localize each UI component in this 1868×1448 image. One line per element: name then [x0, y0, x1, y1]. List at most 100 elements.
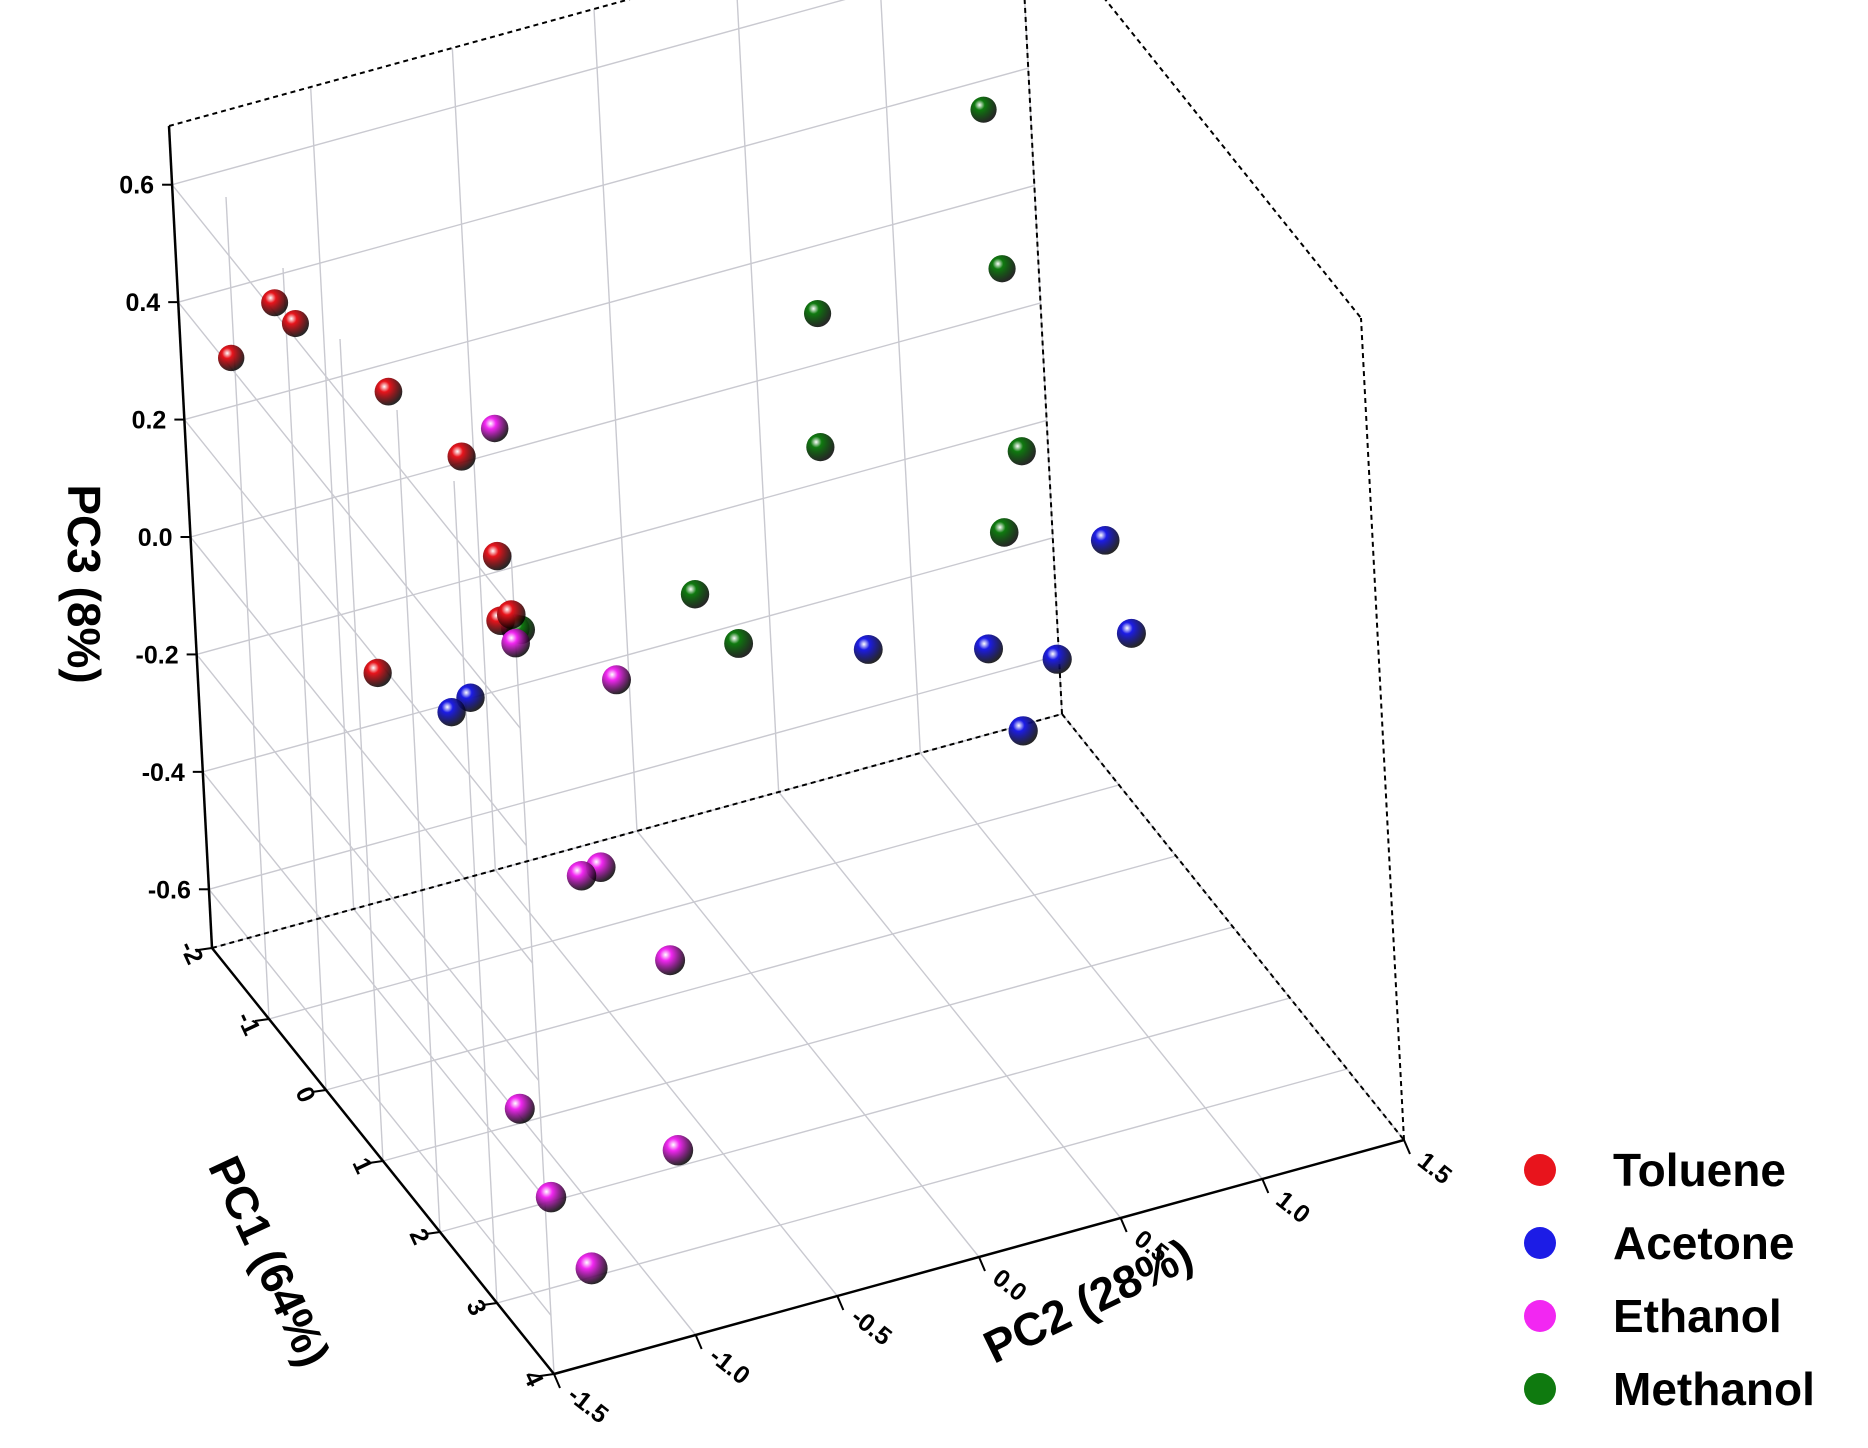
data-points [217, 96, 1146, 1285]
y-tick-mark [1403, 1139, 1411, 1155]
left-wall-grid-line-horizontal [177, 301, 521, 729]
legend-item-toluene: Toluene [1524, 1144, 1786, 1196]
x-tick-label: -2 [174, 937, 209, 969]
y-tick-label: 1.0 [1271, 1186, 1316, 1229]
data-point-toluene [281, 309, 309, 338]
data-point-toluene [447, 442, 476, 471]
right-wall-grid-line-horizontal [202, 537, 1053, 773]
legend-label-ethanol: Ethanol [1613, 1290, 1782, 1342]
y-tick-label: -1.0 [704, 1342, 755, 1391]
x-tick-mark [425, 1231, 441, 1235]
floor-grid-line-pc2 [494, 869, 838, 1297]
top-back-edge [168, 0, 631, 127]
right-wall-grid-line-horizontal [208, 654, 1060, 890]
data-point-acetone [437, 698, 466, 727]
data-point-ethanol [480, 414, 509, 443]
legend-item-methanol: Methanol [1524, 1363, 1815, 1415]
data-point-acetone [1008, 716, 1038, 746]
right-wall-grid-line-vertical [880, 0, 922, 754]
data-point-ethanol [575, 1252, 608, 1285]
x-tick-label: 2 [404, 1224, 435, 1248]
z-tick-label: 0.0 [138, 524, 173, 552]
y-tick-mark [694, 1334, 703, 1350]
right-wall-grid-line-horizontal [190, 302, 1041, 538]
x-tick-label: 3 [461, 1295, 492, 1319]
y-tick-label: -0.5 [846, 1303, 897, 1352]
y-tick-mark [836, 1295, 845, 1311]
data-point-ethanol [602, 665, 631, 695]
z-tick-label: -0.2 [136, 641, 179, 669]
z-tick-label: 0.6 [119, 172, 154, 200]
x-tick-mark [368, 1160, 384, 1164]
x-tick-mark [254, 1018, 270, 1022]
data-point-ethanol [662, 1135, 694, 1166]
right-wall-grid-line-vertical [1023, 0, 1063, 715]
data-point-methanol [806, 433, 835, 462]
data-point-methanol [680, 580, 710, 609]
legend-marker-acetone [1524, 1227, 1556, 1259]
data-point-methanol [989, 518, 1019, 547]
data-point-methanol [1007, 437, 1036, 466]
right-wall-grid-line-horizontal [196, 419, 1047, 656]
data-point-methanol [724, 629, 754, 658]
legend-marker-ethanol [1524, 1300, 1556, 1332]
data-point-acetone [1042, 644, 1072, 674]
right-wall-grid-line-horizontal [184, 184, 1035, 421]
x-tick-label: 1 [347, 1153, 378, 1178]
legend-label-toluene: Toluene [1613, 1144, 1786, 1196]
legend: Toluene Acetone Ethanol Methanol [1524, 1144, 1815, 1415]
left-wall-grid-line-horizontal [196, 653, 540, 1081]
right-corner-edge [1360, 317, 1405, 1141]
data-point-ethanol [655, 945, 686, 976]
data-point-toluene [482, 541, 512, 571]
data-point-toluene [261, 289, 289, 317]
x-tick-mark [197, 947, 213, 951]
left-wall-grid-line-horizontal [208, 888, 552, 1316]
y-tick-mark [1261, 1178, 1270, 1194]
left-wall-grid-line-horizontal [183, 419, 527, 847]
legend-item-acetone: Acetone [1524, 1217, 1794, 1269]
left-wall-grid-line-horizontal [189, 536, 534, 964]
y-tick-label: 0.0 [987, 1264, 1032, 1307]
data-point-acetone [974, 634, 1004, 664]
x-axis-title: PC1 (64%) [198, 1148, 340, 1374]
back-floor-edge [211, 713, 1063, 949]
left-wall-grid-line-horizontal [171, 184, 515, 612]
z-tick-label: 0.2 [132, 407, 167, 435]
data-point-toluene [217, 344, 245, 372]
right-wall-grid-line-vertical [736, 0, 780, 793]
left-wall-grid-line-horizontal [202, 771, 546, 1199]
data-point-toluene [363, 658, 392, 688]
data-point-acetone [1090, 526, 1120, 555]
top-right-edge [1104, 0, 1362, 319]
data-point-acetone [853, 635, 883, 664]
data-point-ethanol [504, 1093, 535, 1124]
right-wall-grid-line-horizontal [171, 0, 846, 186]
data-point-methanol [970, 96, 997, 123]
back-corner-edge [1023, 0, 1063, 715]
data-point-methanol [803, 299, 832, 328]
z-tick-label: -0.6 [148, 876, 191, 904]
z-tick-label: -0.4 [142, 759, 185, 787]
data-point-ethanol [501, 628, 530, 658]
z-tick-label: 0.4 [125, 289, 160, 317]
legend-label-methanol: Methanol [1613, 1363, 1815, 1415]
legend-item-ethanol: Ethanol [1524, 1290, 1782, 1342]
data-point-acetone [1116, 618, 1146, 648]
data-point-methanol [988, 255, 1016, 283]
data-point-toluene [374, 377, 403, 406]
y-tick-mark [553, 1373, 561, 1389]
z-axis-title: PC3 (8%) [58, 484, 110, 683]
x-tick-label: 0 [290, 1082, 321, 1106]
legend-marker-toluene [1524, 1154, 1556, 1186]
x-tick-mark [539, 1373, 555, 1377]
x-tick-label: -1 [231, 1008, 266, 1040]
y-tick-label: -1.5 [562, 1381, 613, 1430]
data-point-ethanol [535, 1181, 567, 1213]
floor-grid-line-pc2 [778, 791, 1122, 1219]
tick-labels: -0.6 -0.4 -0.2 0.0 0.2 0.4 0.6 -2 -1 0 1 2 3 4 -1.5 -1.… [119, 172, 1457, 1430]
right-floor-edge [1061, 713, 1405, 1141]
y-tick-mark [1119, 1217, 1128, 1233]
legend-label-acetone: Acetone [1613, 1217, 1794, 1269]
